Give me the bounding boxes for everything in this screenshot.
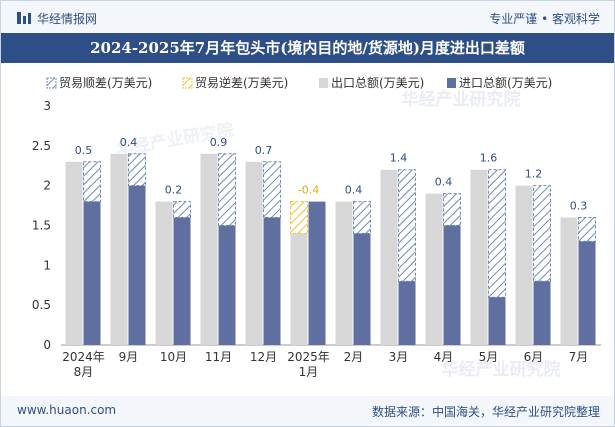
legend-label: 出口总额(万美元) <box>331 76 424 90</box>
export-bar <box>245 161 263 345</box>
import-bar <box>83 201 101 345</box>
data-label: 0.3 <box>570 200 588 213</box>
surplus-bar <box>443 193 461 226</box>
import-bar <box>398 281 416 345</box>
export-bar <box>155 201 173 345</box>
export-bar <box>470 169 488 345</box>
import-bar <box>353 233 371 345</box>
surplus-bar <box>218 153 236 226</box>
x-tick-label: 1月 <box>299 365 319 379</box>
legend-swatch-deficit <box>182 77 193 89</box>
y-tick-label: 1.5 <box>32 219 51 233</box>
surplus-bar <box>398 169 416 282</box>
x-tick-label: 7月 <box>569 350 589 364</box>
surplus-bar <box>263 161 281 219</box>
site-logo[interactable]: 华经情报网 <box>17 10 97 27</box>
legend-swatch-surplus <box>46 77 57 89</box>
surplus-bar <box>128 153 146 187</box>
data-label: 0.4 <box>435 176 453 189</box>
import-bar <box>308 201 326 345</box>
y-tick-label: 1 <box>43 258 51 272</box>
title-bar: 2024-2025年7月年包头市(境内目的地/货源地)月度进出口差额 <box>1 33 614 63</box>
x-tick-label: 10月 <box>160 350 187 364</box>
legend-swatch-export <box>319 78 328 88</box>
x-tick-label: 9月 <box>119 350 139 364</box>
export-bar <box>515 185 533 345</box>
y-tick-label: 2 <box>43 179 51 193</box>
data-label: 0.9 <box>210 136 228 149</box>
export-bar <box>200 153 218 345</box>
x-tick-label: 11月 <box>205 350 232 364</box>
tagline: 专业严谨 • 客观科学 <box>489 10 600 27</box>
import-bar <box>488 297 506 345</box>
deficit-bar <box>290 201 308 234</box>
x-tick-label: 3月 <box>389 350 409 364</box>
legend-label: 贸易逆差(万美元) <box>195 75 288 90</box>
import-bar <box>218 225 236 345</box>
x-tick-label: 5月 <box>479 350 499 364</box>
data-label: 0.5 <box>75 144 93 157</box>
data-label: 1.6 <box>480 152 498 165</box>
import-bar <box>173 217 191 345</box>
logo-bars-icon <box>17 12 31 24</box>
x-tick-label: 2月 <box>344 350 364 364</box>
x-tick-label: 4月 <box>434 350 454 364</box>
watermark-text: 华经产业研究院 <box>402 89 521 110</box>
chart-title: 2024-2025年7月年包头市(境内目的地/货源地)月度进出口差额 <box>90 39 525 57</box>
x-tick-label: 6月 <box>524 350 544 364</box>
surplus-bar <box>578 217 596 242</box>
legend-label: 进口总额(万美元) <box>459 76 552 90</box>
footer-bar: www.huaon.com 数据来源：中国海关，华经产业研究院整理 <box>1 396 614 426</box>
import-bar <box>578 241 596 345</box>
surplus-bar <box>173 201 191 219</box>
data-label: 0.7 <box>255 144 273 157</box>
surplus-bar <box>83 161 101 203</box>
export-bar <box>110 153 128 345</box>
data-label: 0.4 <box>120 136 138 149</box>
export-bar <box>380 169 398 345</box>
tagline-separator: • <box>541 12 549 26</box>
x-tick-label: 2024年 <box>62 350 105 364</box>
top-bar: 华经情报网 专业严谨 • 客观科学 <box>1 1 614 33</box>
y-tick-label: 3 <box>43 99 51 113</box>
data-source: 数据来源：中国海关，华经产业研究院整理 <box>371 405 600 419</box>
import-bar <box>263 217 281 345</box>
data-label: 0.4 <box>345 184 363 197</box>
data-label: -0.4 <box>298 184 319 197</box>
legend-label: 贸易顺差(万美元) <box>59 76 152 90</box>
export-bar <box>560 217 578 345</box>
legend-swatch-import <box>447 78 456 88</box>
export-bar <box>290 233 308 345</box>
surplus-bar <box>533 185 551 282</box>
website-link[interactable]: www.huaon.com <box>17 403 117 417</box>
data-label: 1.2 <box>525 168 543 181</box>
export-bar <box>335 201 353 345</box>
data-label: 0.2 <box>165 184 183 197</box>
x-tick-label: 12月 <box>250 350 277 364</box>
export-bar <box>425 193 443 345</box>
watermark-text: 华经产业研究院 <box>442 359 561 380</box>
surplus-bar <box>353 201 371 234</box>
import-bar <box>533 281 551 345</box>
import-bar <box>443 225 461 345</box>
import-bar <box>128 185 146 345</box>
surplus-bar <box>488 169 506 298</box>
y-tick-label: 2.5 <box>32 139 51 153</box>
x-tick-label: 2025年 <box>287 350 330 364</box>
y-tick-label: 0 <box>43 338 51 352</box>
logo-text: 华经情报网 <box>37 12 98 26</box>
tagline-right: 客观科学 <box>551 12 600 26</box>
y-tick-label: 0.5 <box>32 298 51 312</box>
data-label: 1.4 <box>390 152 408 165</box>
export-bar <box>65 161 83 345</box>
tagline-left: 专业严谨 <box>489 12 538 26</box>
x-tick-label: 8月 <box>74 365 94 379</box>
